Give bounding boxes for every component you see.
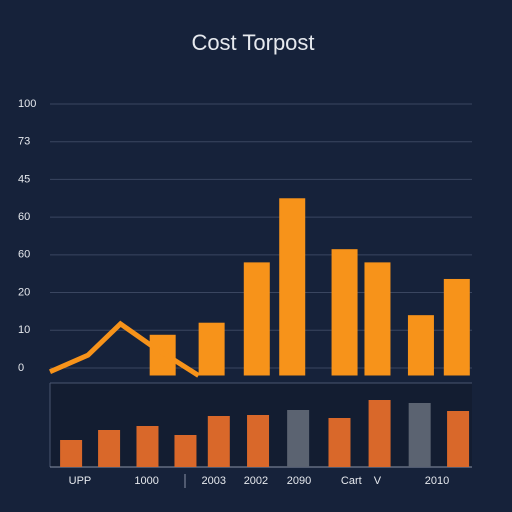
bar — [331, 249, 358, 376]
bar — [407, 315, 434, 376]
bar — [447, 411, 470, 467]
chart-title: Cost Torpost — [191, 30, 314, 55]
bar — [60, 440, 83, 467]
y-tick-label: 45 — [18, 173, 30, 185]
x-tick-label: UPP — [69, 475, 92, 487]
bar — [198, 322, 225, 376]
bar — [364, 262, 391, 376]
y-tick-label: 60 — [18, 249, 30, 261]
bar — [279, 198, 306, 376]
y-tick-label: 73 — [18, 136, 30, 148]
bar — [174, 435, 197, 467]
line — [48, 320, 200, 378]
bar — [136, 426, 159, 467]
bar — [328, 418, 351, 467]
bar — [287, 410, 310, 467]
bar — [368, 400, 391, 467]
bar — [408, 403, 431, 467]
y-tick-label: 10 — [18, 324, 30, 336]
bar — [243, 262, 270, 376]
x-tick-label: Cart — [341, 475, 362, 487]
x-tick-label: V — [374, 475, 382, 487]
x-tick-label: 1000 — [134, 475, 158, 487]
bar — [98, 430, 121, 467]
bar — [443, 278, 470, 376]
y-tick-label: 60 — [18, 211, 30, 223]
y-tick-label: 0 — [18, 362, 24, 374]
bar — [247, 415, 270, 467]
y-tick-label: 20 — [18, 286, 30, 298]
x-tick-label: 2090 — [287, 475, 311, 487]
y-tick-label: 100 — [18, 98, 36, 110]
bar — [207, 416, 230, 467]
x-tick-label: 2010 — [425, 475, 449, 487]
x-tick-label: 2003 — [201, 475, 225, 487]
x-tick-label: 2002 — [244, 475, 268, 487]
